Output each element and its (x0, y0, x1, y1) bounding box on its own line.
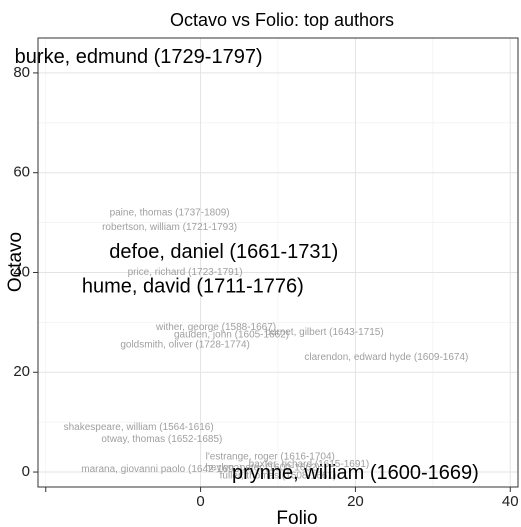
y-tick-label: 20 (13, 363, 30, 380)
grid (38, 38, 518, 487)
author-point-label: price, richard (1723-1791) (128, 267, 243, 278)
x-tick-label: 40 (502, 493, 519, 510)
x-tick-label: 0 (196, 493, 204, 510)
author-point-label: l'estrange, roger (1616-1704) (206, 452, 335, 463)
y-tick-label: 0 (22, 463, 30, 480)
author-point-label: clarendon, edward hyde (1609-1674) (304, 352, 468, 363)
chart-title: Octavo vs Folio: top authors (170, 10, 394, 30)
author-point-label: paine, thomas (1737-1809) (110, 207, 230, 218)
y-tick-label: 80 (13, 64, 30, 81)
author-point-label: hume, david (1711-1776) (82, 276, 304, 298)
x-axis-title: Folio (276, 508, 317, 527)
author-point-label: robertson, william (1721-1793) (102, 222, 237, 233)
author-point-label: baxter, richard (1615-1691) (249, 459, 370, 470)
axis-ticks: 0 20 40 0 20 40 60 80 (13, 64, 518, 510)
author-point-label: marana, giovanni paolo (1642-1693) (81, 464, 242, 475)
author-point-label: fuller, thomas (1608-1661) (220, 471, 337, 482)
author-point-label: wither, george (1588-1667) (155, 322, 276, 333)
author-point-label: goldsmith, oliver (1728-1774) (120, 339, 250, 350)
y-axis-title: Octavo (5, 232, 26, 292)
point-labels: burke, edmund (1729-1797) paine, thomas (… (15, 46, 479, 484)
author-point-label: heylyn, peter (1600-1662) (205, 463, 320, 474)
author-point-label: defoe, daniel (1661-1731) (109, 241, 338, 263)
author-point-label: shakespeare, william (1564-1616) (64, 422, 214, 433)
author-point-label: prynne, william (1600-1669) (232, 462, 479, 484)
x-tick-label: 20 (347, 493, 364, 510)
author-point-label: otway, thomas (1652-1685) (101, 434, 222, 445)
author-point-label: burnet, gilbert (1643-1715) (265, 327, 383, 338)
y-tick-label: 40 (13, 263, 30, 280)
plot-frame (37, 37, 519, 488)
y-tick-label: 60 (13, 164, 30, 181)
author-point-label: burke, edmund (1729-1797) (15, 46, 263, 68)
author-point-label: gauden, john (1605-1662) (174, 329, 289, 340)
